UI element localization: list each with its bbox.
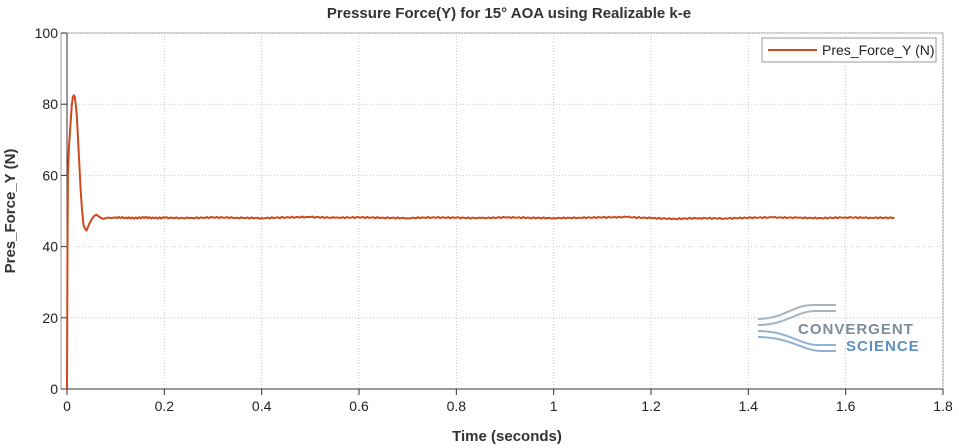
y-tick-label: 100 [35,25,59,41]
x-tick-label: 0 [63,398,71,414]
watermark-line2: SCIENCE [846,338,920,355]
y-tick-label: 0 [50,381,58,397]
x-tick-label: 1.8 [933,398,953,414]
y-tick-label: 60 [42,167,58,183]
x-tick-label: 0.4 [252,398,272,414]
x-tick-label: 1 [550,398,558,414]
plot-area [60,32,944,390]
y-axis-label: Pres_Force_Y (N) [2,149,19,274]
y-tick-label: 40 [42,239,58,255]
watermark-line1: CONVERGENT [798,321,914,338]
x-tick-label: 0.6 [349,398,369,414]
legend-entry-label: Pres_Force_Y (N) [822,42,935,58]
grid [67,32,944,389]
x-axis-label: Time (seconds) [452,428,562,445]
legend: Pres_Force_Y (N) [761,37,937,63]
series-layer [66,94,895,390]
x-tick-label: 1.2 [641,398,661,414]
y-tick-label: 20 [42,310,58,326]
x-tick-label: 0.2 [155,398,175,414]
x-tick-label: 1.4 [739,398,759,414]
series-line [66,94,895,390]
convergent-science-logo: CONVERGENT SCIENCE [757,304,920,355]
x-tick-label: 1.6 [836,398,856,414]
chart-title: Pressure Force(Y) for 15° AOA using Real… [327,5,691,22]
y-tick-label: 80 [42,96,58,112]
tick-labels: 0 0.2 0.4 0.6 0.8 1 1.2 1.4 1.6 1.8 0 20 40 60 80 100 [35,25,953,414]
x-tick-label: 0.8 [447,398,467,414]
